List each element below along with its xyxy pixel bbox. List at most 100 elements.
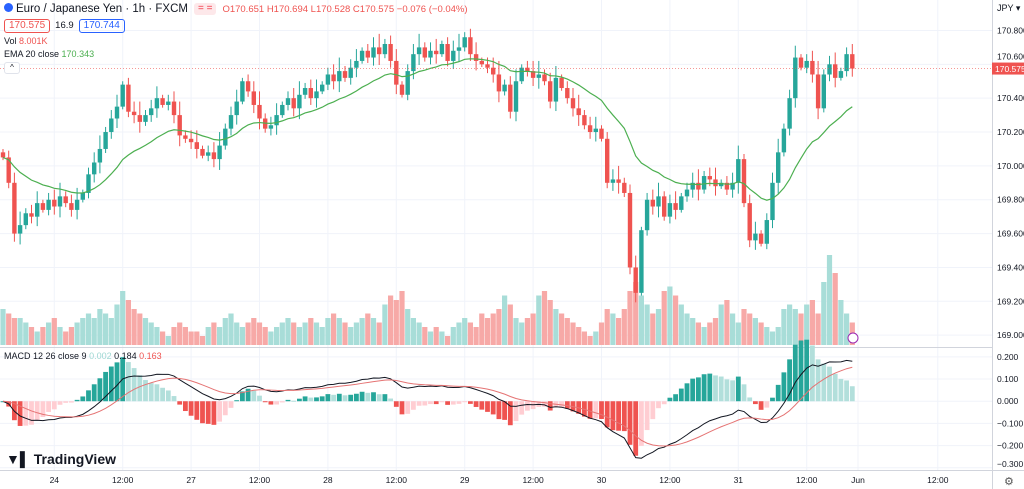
volume-bar <box>108 318 114 345</box>
currency-selector[interactable]: JPY ▾ <box>997 3 1021 13</box>
volume-bar <box>804 304 810 345</box>
candle-body <box>405 71 410 95</box>
volume-bar <box>690 318 696 345</box>
macd-histogram-bar <box>490 401 496 415</box>
candle-body <box>781 128 787 153</box>
candle-body <box>804 60 809 68</box>
volume-bar <box>598 322 605 345</box>
volume-bar <box>388 295 394 345</box>
macd-histogram-bar <box>713 375 718 402</box>
candle-body <box>633 267 638 293</box>
macd-value: 0.184 <box>114 351 137 361</box>
candle-body <box>810 60 815 75</box>
volume-bar <box>46 322 52 345</box>
candle-body <box>331 74 336 82</box>
volume-bar <box>541 291 548 345</box>
candle-body <box>496 74 502 92</box>
volume-bar <box>382 304 388 345</box>
volume-bar <box>217 327 223 345</box>
candle-body <box>86 174 91 193</box>
candle-body <box>291 98 296 109</box>
volume-bar <box>473 327 479 345</box>
macd-histogram-bar <box>160 387 165 402</box>
volume-bar <box>91 318 97 345</box>
candle-body <box>616 179 621 183</box>
candle-body <box>798 57 804 68</box>
macd-histogram-bar <box>29 401 34 425</box>
volume-bar <box>239 327 245 345</box>
tradingview-logo[interactable]: ▼▌ TradingView <box>6 451 116 467</box>
settings-icon[interactable]: ⚙ <box>1004 476 1014 488</box>
volume-bar <box>28 327 35 345</box>
market-status-icon[interactable]: = = <box>193 3 217 15</box>
candle-body <box>217 145 222 160</box>
macd-histogram-bar <box>405 401 411 414</box>
ema-legend[interactable]: EMA 20 close 170.343 <box>4 49 94 60</box>
volume-bar <box>325 318 331 345</box>
candle-body <box>719 182 724 187</box>
volume-bar <box>798 313 804 345</box>
macd-histogram-bar <box>354 393 359 402</box>
macd-histogram-bar <box>701 374 707 402</box>
macd-histogram-bar <box>804 339 810 402</box>
macd-histogram-bar <box>707 373 713 402</box>
candle-body <box>194 142 199 149</box>
volume-bar <box>313 322 320 345</box>
volume-bar <box>427 331 434 345</box>
volume-bar <box>120 291 126 345</box>
macd-histogram-bar <box>114 362 120 402</box>
macd-histogram-bar <box>302 396 308 402</box>
last-price-badge <box>992 62 1024 75</box>
macd-histogram-bar <box>416 401 422 406</box>
candle-body <box>416 47 422 55</box>
candle-body <box>445 44 450 61</box>
candle-body <box>109 118 114 133</box>
buy-button[interactable]: 170.744 <box>78 18 125 33</box>
macd-histogram-bar <box>177 401 183 405</box>
macd-histogram-bar <box>211 401 217 425</box>
time-tick-label: 28 <box>323 475 333 485</box>
macd-histogram-bar <box>34 401 40 420</box>
macd-histogram-bar <box>222 401 228 416</box>
candle-body <box>69 203 74 210</box>
macd-histogram-bar <box>764 401 770 408</box>
candle-body <box>753 233 758 241</box>
lightning-icon <box>847 332 859 344</box>
candle-body <box>736 159 741 183</box>
candle-body <box>177 115 182 136</box>
volume-bar <box>165 336 171 345</box>
macd-legend[interactable]: MACD 12 26 close 9 0.002 0.184 0.163 <box>4 351 162 362</box>
macd-histogram-bar <box>165 390 171 402</box>
candle-body <box>434 50 439 55</box>
collapse-legend-button[interactable]: ^ <box>4 62 20 74</box>
candle-body <box>838 71 844 78</box>
macd-histogram-bar <box>547 401 553 411</box>
candle-body <box>394 60 399 85</box>
volume-bar <box>496 309 502 345</box>
candle-body <box>97 148 103 163</box>
volume-bar <box>479 313 485 345</box>
volume-bar <box>724 300 730 345</box>
candle-body <box>206 152 211 156</box>
candle-body <box>17 225 23 234</box>
symbol-title[interactable]: Euro / Japanese Yen · 1h · FXCM <box>4 2 188 16</box>
volume-legend[interactable]: Vol 8.001K <box>4 36 48 47</box>
sell-button[interactable]: 170.575 <box>4 18 51 33</box>
macd-tick-label: 0.200 <box>997 352 1019 362</box>
tv-logo-icon: ▼▌ <box>6 451 30 467</box>
trade-buttons: 170.575 16.9 170.744 <box>4 18 125 33</box>
macd-histogram-bar <box>148 383 154 402</box>
macd-histogram-bar <box>171 396 177 402</box>
macd-histogram-bar <box>188 401 194 416</box>
candle-body <box>302 88 308 95</box>
macd-histogram-bar <box>137 375 143 402</box>
volume-bar <box>34 331 40 345</box>
time-tick-label: 12:00 <box>386 475 408 485</box>
candle-body <box>257 104 262 119</box>
ema-label: EMA 20 close <box>4 49 60 59</box>
volume-bar <box>547 300 553 345</box>
candle-body <box>833 64 838 78</box>
macd-histogram-bar <box>650 401 656 420</box>
volume-bar <box>405 309 411 345</box>
